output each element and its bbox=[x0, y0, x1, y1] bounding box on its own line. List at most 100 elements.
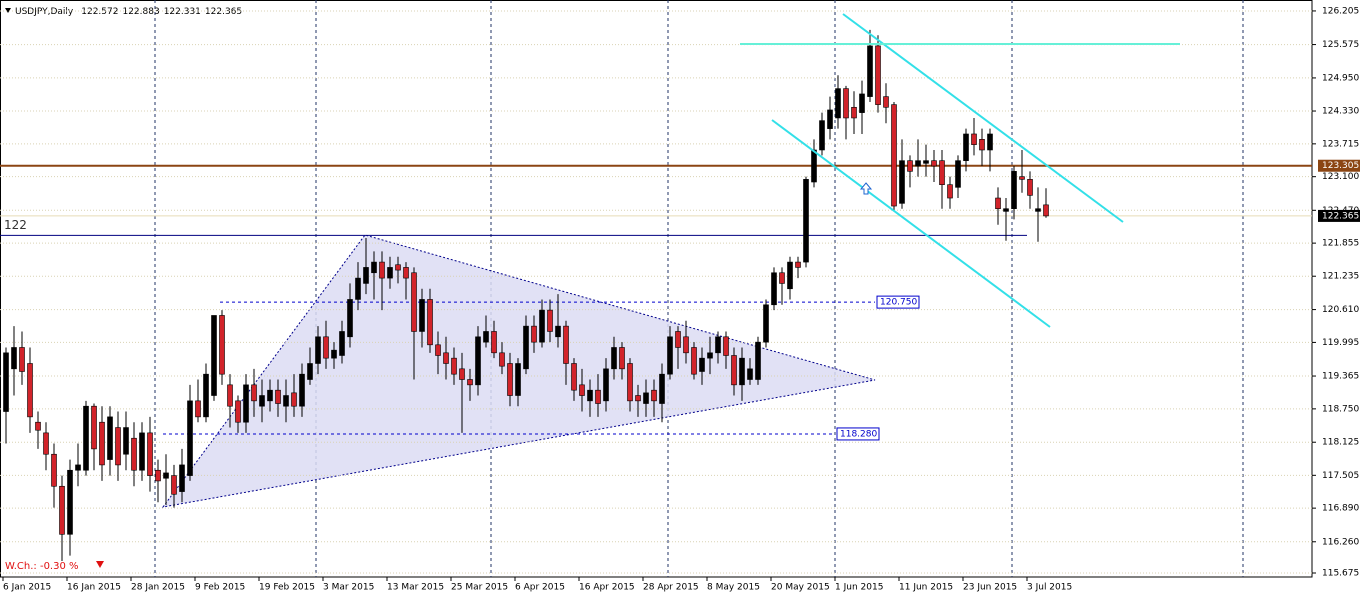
candle-body bbox=[291, 392, 297, 407]
candle-body bbox=[595, 389, 601, 404]
x-tick-label: 16 Apr 2015 bbox=[579, 583, 635, 593]
level-label: 120.750 bbox=[880, 298, 917, 308]
x-tick-label: 11 Jun 2015 bbox=[899, 583, 953, 593]
candle-body bbox=[555, 325, 561, 338]
close: 122.365 bbox=[205, 7, 242, 17]
candle-body bbox=[339, 331, 345, 356]
candle-body bbox=[571, 363, 577, 391]
y-tick-label: 119.365 bbox=[1322, 372, 1359, 382]
candle-body bbox=[843, 88, 849, 119]
candle-body bbox=[899, 160, 905, 204]
arrow-icon bbox=[859, 182, 873, 195]
candle-body bbox=[323, 336, 329, 359]
candle-body bbox=[387, 267, 393, 279]
candle-body bbox=[299, 373, 305, 407]
candle-body bbox=[435, 344, 441, 356]
candle-body bbox=[803, 179, 809, 263]
candle-body bbox=[115, 427, 121, 466]
candle-body bbox=[523, 325, 529, 370]
candle-body bbox=[419, 299, 425, 332]
candle-body bbox=[371, 261, 377, 274]
candle-body bbox=[1035, 208, 1041, 212]
candle-body bbox=[819, 120, 825, 151]
candle-body bbox=[491, 331, 497, 354]
level-label: 123.305 bbox=[1322, 161, 1359, 171]
candle-body bbox=[467, 379, 473, 386]
candle-body bbox=[995, 197, 1001, 210]
y-tick-label: 116.890 bbox=[1322, 504, 1359, 514]
candle-body bbox=[3, 352, 9, 412]
candle-body bbox=[579, 384, 585, 396]
candle-body bbox=[123, 427, 129, 455]
y-tick-label: 116.260 bbox=[1322, 537, 1359, 547]
candle-body bbox=[931, 160, 937, 167]
candle-body bbox=[859, 93, 865, 113]
candle-body bbox=[139, 432, 145, 471]
vertical-grid bbox=[154, 0, 1244, 577]
candle-body bbox=[379, 261, 385, 279]
candle-body bbox=[779, 272, 785, 284]
symbol: USDJPY,Daily bbox=[15, 7, 74, 17]
channel-line bbox=[771, 119, 1051, 328]
candle-body bbox=[67, 469, 73, 535]
candle-body bbox=[499, 352, 505, 367]
header-icon bbox=[5, 8, 11, 13]
candle-body bbox=[451, 357, 457, 375]
drawings bbox=[740, 13, 1180, 328]
x-tick-label: 20 May 2015 bbox=[771, 583, 830, 593]
candle-body bbox=[171, 475, 177, 495]
candle-body bbox=[331, 349, 337, 359]
x-tick-label: 6 Jan 2015 bbox=[3, 583, 51, 593]
y-tick-label: 121.855 bbox=[1322, 239, 1359, 249]
candle-body bbox=[611, 347, 617, 370]
channel-line bbox=[842, 13, 1124, 223]
candle-body bbox=[787, 261, 793, 290]
candle-body bbox=[179, 464, 185, 492]
candle-body bbox=[83, 405, 89, 471]
candle-body bbox=[643, 392, 649, 404]
candle-body bbox=[515, 363, 521, 396]
candle-body bbox=[155, 469, 161, 482]
candle-body bbox=[443, 352, 449, 364]
candle-body bbox=[1043, 204, 1049, 217]
candle-body bbox=[811, 149, 817, 183]
candle-body bbox=[483, 331, 489, 343]
candle-body bbox=[971, 133, 977, 145]
candle-body bbox=[1011, 171, 1017, 210]
candle-body bbox=[691, 347, 697, 375]
candle-body bbox=[795, 261, 801, 268]
low: 122.331 bbox=[164, 7, 201, 17]
candle-body bbox=[651, 389, 657, 402]
open: 122.572 bbox=[81, 7, 118, 17]
candle-body bbox=[275, 389, 281, 404]
candle-body bbox=[891, 104, 897, 207]
weekly-change: W.Ch.: -0.30 % bbox=[5, 561, 79, 572]
candle-body bbox=[51, 453, 57, 487]
candle-body bbox=[659, 373, 665, 404]
candle-body bbox=[851, 106, 857, 119]
candle-body bbox=[539, 309, 545, 343]
x-tick-label: 3 Jul 2015 bbox=[1027, 583, 1072, 593]
candle-body bbox=[507, 363, 513, 396]
y-tick-label: 119.995 bbox=[1322, 338, 1359, 348]
candle-body bbox=[267, 389, 273, 402]
candle-body bbox=[411, 272, 417, 332]
x-tick-label: 16 Jan 2015 bbox=[67, 583, 121, 593]
candle-body bbox=[43, 432, 49, 455]
candle-body bbox=[107, 416, 113, 460]
candle-body bbox=[715, 336, 721, 354]
candle-body bbox=[75, 464, 81, 471]
candle-body bbox=[475, 336, 481, 386]
y-tick-label: 126.205 bbox=[1322, 6, 1359, 16]
candle-body bbox=[259, 395, 265, 407]
candle-body bbox=[307, 363, 313, 380]
candle-body bbox=[1003, 208, 1009, 212]
level-label: 122 bbox=[4, 218, 27, 232]
candle-body bbox=[723, 336, 729, 356]
price-box bbox=[1318, 209, 1360, 222]
candle-body bbox=[963, 133, 969, 161]
candle-body bbox=[987, 133, 993, 151]
candle-body bbox=[235, 400, 241, 423]
candle-body bbox=[635, 395, 641, 402]
candle-body bbox=[19, 347, 25, 372]
